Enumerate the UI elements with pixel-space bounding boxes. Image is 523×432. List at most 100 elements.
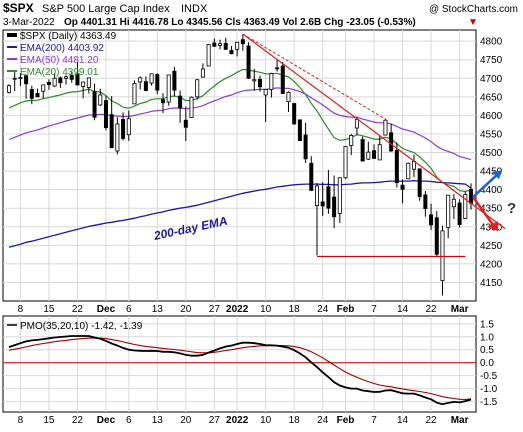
- x-tick-label: 18: [289, 415, 301, 426]
- x-tick-label: 6: [126, 415, 132, 426]
- x-tick-label: 27: [209, 304, 221, 315]
- pmo-grid: [3, 316, 476, 412]
- candle-body: [18, 77, 23, 79]
- x-tick-label: 6: [126, 304, 132, 315]
- candle-body: [200, 68, 205, 78]
- y-tick-label: 4200: [480, 259, 503, 270]
- x-tick-label: 20: [180, 415, 192, 426]
- x-tick-label: 20: [180, 304, 192, 315]
- date-label: 3-Mar-2022: [3, 17, 55, 28]
- candle-body: [280, 65, 285, 94]
- candle-body: [86, 77, 91, 88]
- index-name: S&P 500 Large Cap Index: [42, 3, 170, 15]
- y-tick-label: 4350: [480, 204, 503, 215]
- symbol-label: $SPX: [3, 1, 34, 15]
- candle-body: [337, 177, 342, 214]
- price-y-axis: 4150420042504300435044004450450045504600…: [480, 37, 503, 289]
- candle-body: [275, 67, 280, 70]
- y-tick-label: -1.0: [480, 384, 498, 395]
- ohlc-readout: Op 4401.31 Hi 4416.78 Lo 4345.56 Cls 436…: [64, 17, 416, 28]
- candle-body: [320, 201, 325, 207]
- candle-body: [303, 134, 308, 160]
- watermark: @ StockCharts.com: [429, 4, 518, 15]
- x-tick-label: 24: [317, 304, 329, 315]
- candle-body: [446, 194, 451, 228]
- candle-body: [434, 217, 439, 255]
- x-tick-label: 22: [426, 304, 438, 315]
- candle-body: [132, 83, 137, 105]
- x-tick-label: 15: [43, 415, 55, 426]
- ema20-line: [8, 68, 472, 193]
- trendline-dashed: [242, 33, 386, 120]
- y-tick-label: 4150: [480, 278, 503, 289]
- x-tick-label: 10: [260, 415, 272, 426]
- candle-body: [229, 50, 234, 55]
- bullish-arrow: [472, 173, 498, 198]
- trend-annotations: [242, 33, 506, 258]
- candle-body: [41, 84, 46, 92]
- x-tick-label: 10: [260, 304, 272, 315]
- candle-body: [64, 76, 69, 79]
- pmo-lines: [8, 335, 472, 406]
- candle-body: [69, 74, 74, 80]
- x-tick-label: 22: [426, 415, 438, 426]
- x-tick-label: 7: [371, 304, 377, 315]
- pmo-panel: [2, 315, 477, 413]
- legend-ema50: EMA(50) 4481.20: [20, 55, 99, 66]
- x-tick-label: 8: [18, 304, 24, 315]
- candle-body: [246, 45, 251, 79]
- candle-body: [354, 119, 359, 129]
- pmo-legend: PMO(35,20,10) -1.42, -1.39: [7, 321, 143, 332]
- candle-body: [155, 74, 160, 91]
- candle-body: [149, 73, 154, 84]
- price-x-axis: 8 15 22 Dec 6 13 20 27 2022 10 18 24 Feb 7 14 22 Mar: [18, 304, 469, 315]
- candle-body: [360, 139, 365, 162]
- candle-body: [138, 77, 143, 83]
- candle-body: [81, 81, 86, 87]
- candle-body: [314, 185, 319, 206]
- y-tick-label: -0.5: [480, 371, 498, 382]
- x-tick-label: 14: [397, 415, 409, 426]
- ema50-line: [8, 87, 472, 161]
- candle-body: [12, 77, 17, 80]
- legend-ema200: EMA(200) 4403.92: [20, 43, 104, 54]
- candle-body: [406, 162, 411, 180]
- x-tick-label: 22: [72, 415, 84, 426]
- x-tick-label: 14: [397, 304, 409, 315]
- x-tick-label: 18: [289, 304, 301, 315]
- x-tick-label: 22: [72, 304, 84, 315]
- pmo-label: PMO(35,20,10) -1.42, -1.39: [20, 321, 143, 332]
- bullish-arrowhead-icon: [492, 170, 502, 180]
- candle-body: [166, 74, 171, 103]
- x-tick-label: 7: [371, 415, 377, 426]
- candle-body: [160, 99, 165, 104]
- candle-body: [121, 119, 126, 139]
- exchange-label: INDX: [181, 3, 208, 15]
- ema-lines: [8, 68, 472, 248]
- bearish-arrow: [471, 196, 495, 226]
- candle-body: [372, 150, 377, 159]
- ema200-line: [8, 180, 472, 248]
- y-tick-label: 4400: [480, 185, 503, 196]
- candle-body: [297, 119, 302, 142]
- candle-body: [417, 168, 422, 198]
- candle-body: [269, 73, 274, 90]
- candle-body: [366, 151, 371, 160]
- legend: $SPX (Daily) 4363.49 EMA(200) 4403.92 EM…: [7, 31, 117, 78]
- pmo-line: [8, 335, 472, 406]
- candle-body: [35, 93, 40, 98]
- candle-body: [263, 88, 268, 96]
- x-tick-label: Feb: [337, 415, 355, 426]
- candle-body: [343, 146, 348, 179]
- candle-body: [212, 42, 217, 47]
- candle-body: [257, 78, 262, 88]
- bearish-arrowhead-icon: [487, 221, 498, 232]
- x-tick-label: 13: [152, 415, 164, 426]
- candle-body: [7, 85, 12, 93]
- y-tick-label: 4750: [480, 55, 503, 66]
- x-tick-label: Feb: [337, 304, 355, 315]
- candle-body: [115, 123, 120, 152]
- candle-body: [292, 103, 297, 125]
- x-tick-label: 2022: [226, 304, 249, 315]
